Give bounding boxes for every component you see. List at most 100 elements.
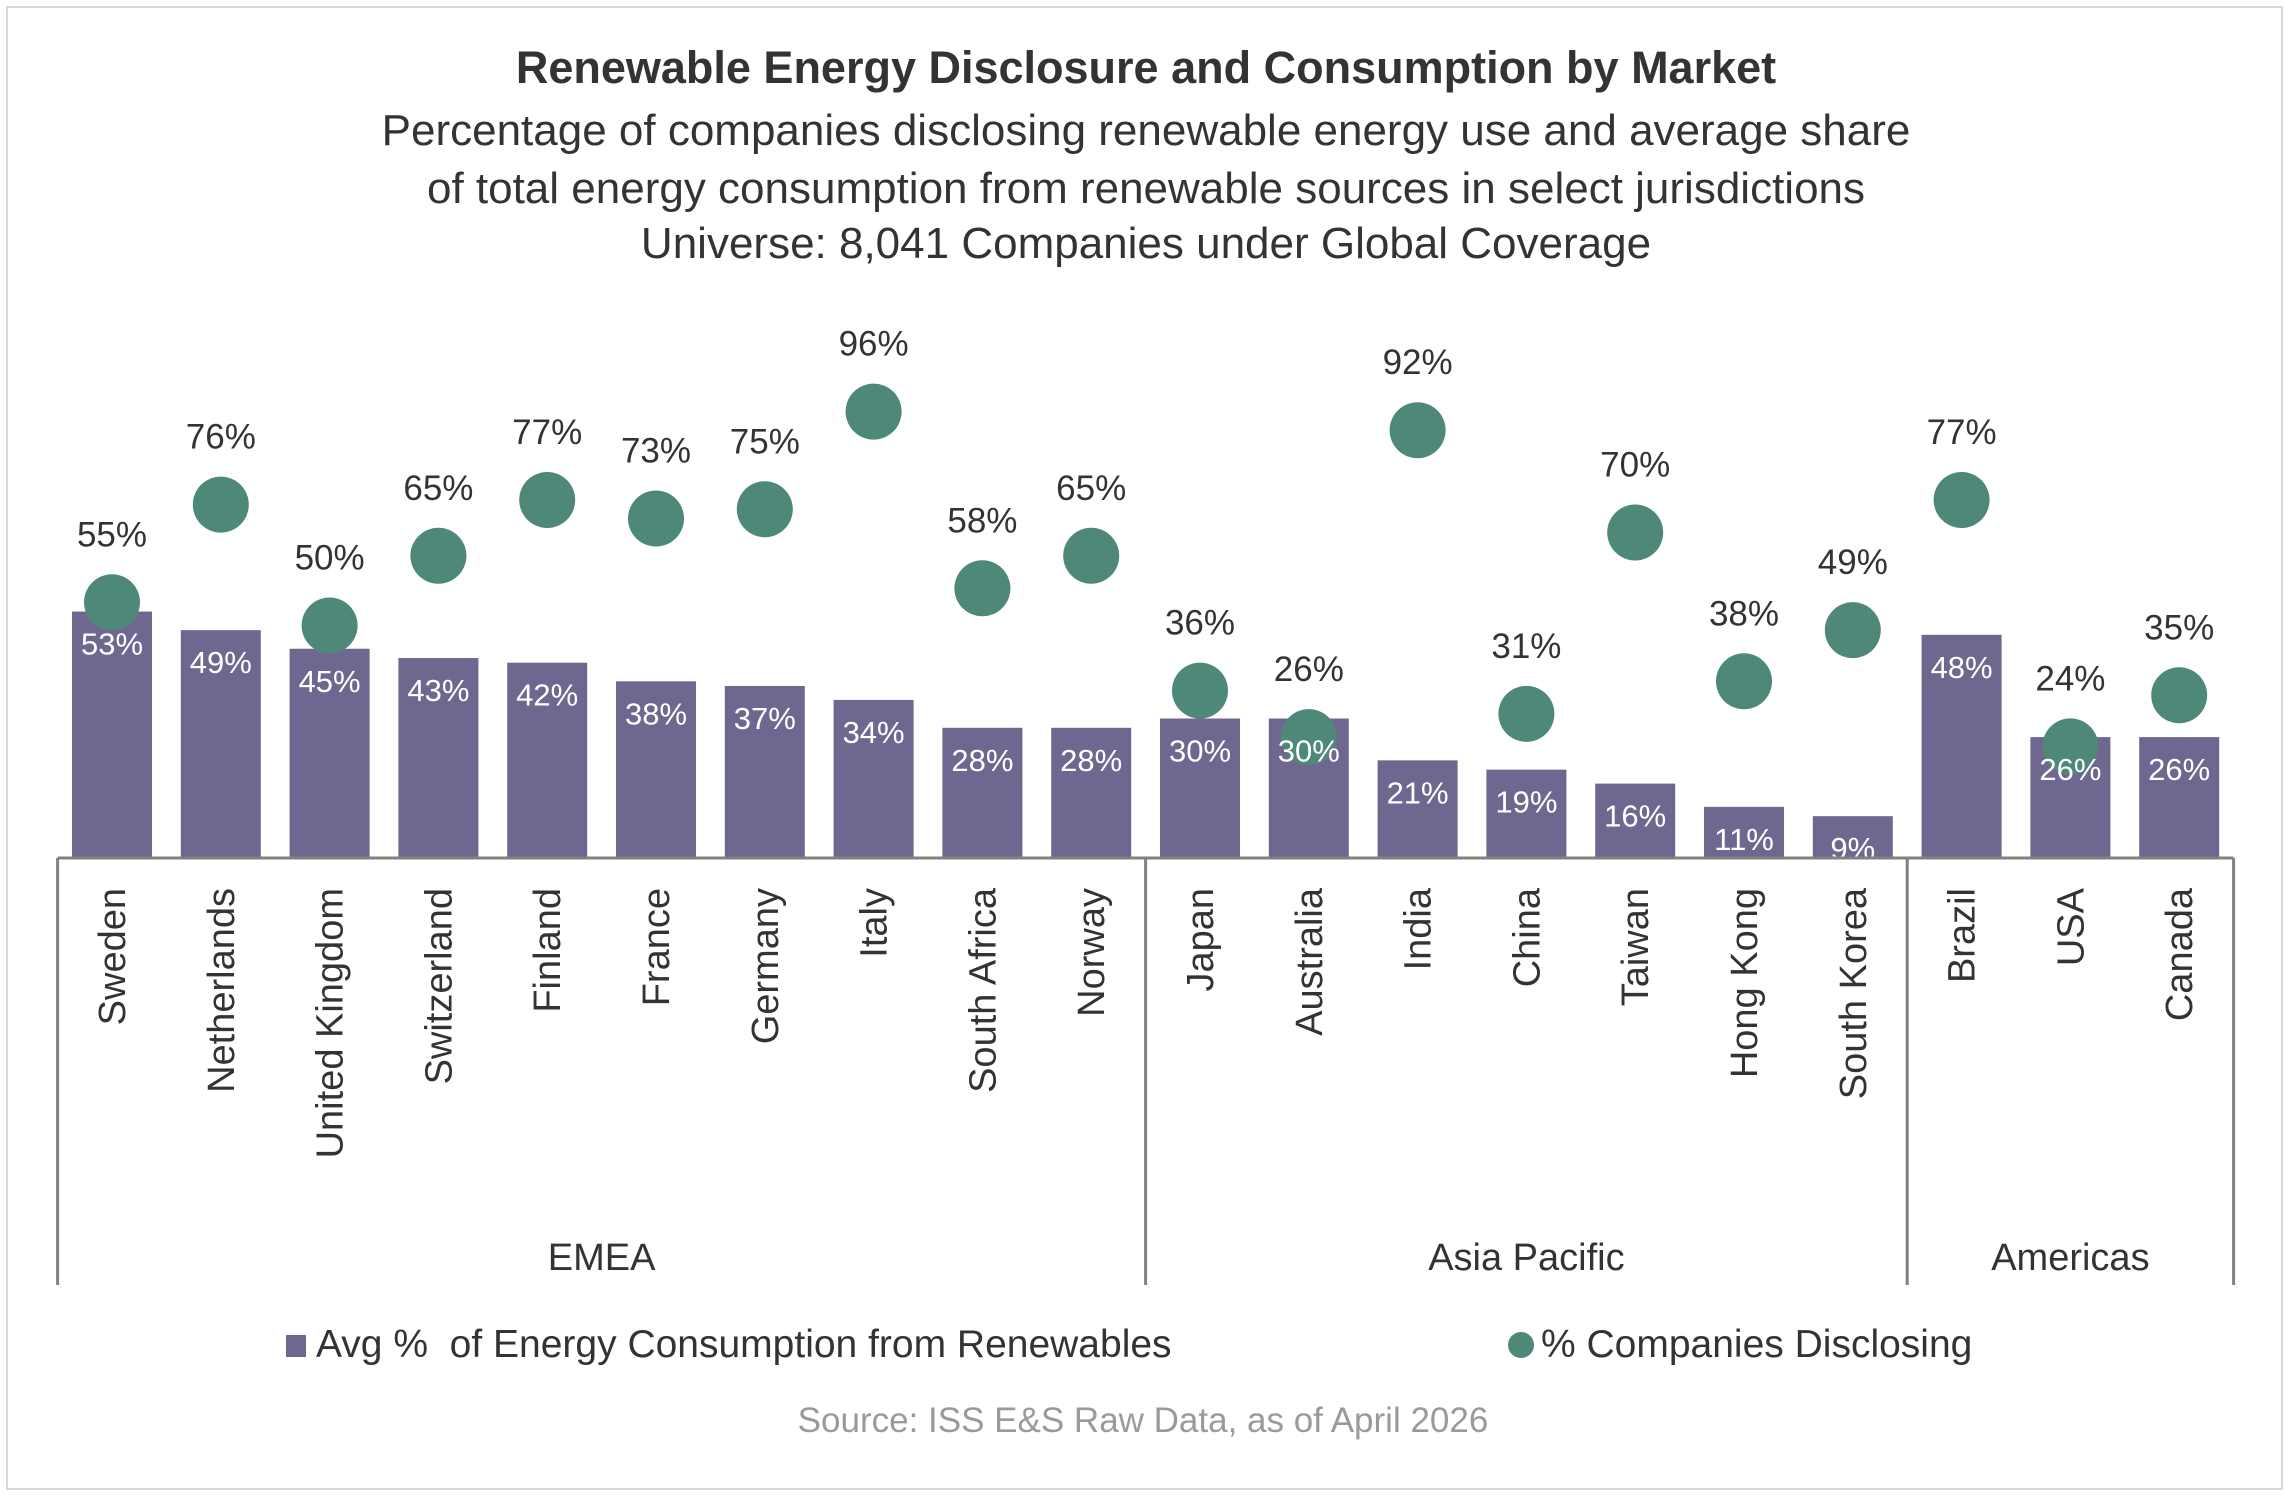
category-label: China <box>1506 887 1548 987</box>
dot-brazil <box>1933 471 1990 528</box>
dot-value-label: 50% <box>295 539 365 578</box>
bar-value-label: 49% <box>190 645 252 680</box>
bar-value-label: 16% <box>1604 799 1666 834</box>
dot-value-label: 26% <box>1274 650 1344 689</box>
dot-value-label: 73% <box>621 432 691 471</box>
category-label: Taiwan <box>1615 888 1657 1006</box>
dot-value-label: 31% <box>1491 627 1561 666</box>
dot-norway <box>1063 527 1120 584</box>
bar-united-kingdom <box>289 648 370 858</box>
dot-china <box>1498 685 1555 742</box>
bar-taiwan <box>1595 783 1676 858</box>
bar-japan <box>1160 718 1240 858</box>
dot-value-label: 75% <box>730 422 800 461</box>
bar-hong-kong <box>1704 806 1784 858</box>
bar-norway <box>1051 727 1132 858</box>
group-label: Americas <box>1991 1237 2149 1279</box>
dot-japan <box>1172 662 1228 719</box>
dot-india <box>1389 402 1446 459</box>
bar-value-label: 30% <box>1169 734 1231 769</box>
bar-value-label: 28% <box>951 743 1013 778</box>
chart-subtitle-line-3: Universe: 8,041 Companies under Global C… <box>641 219 1651 268</box>
bar-value-label: 48% <box>1931 650 1993 685</box>
dot-netherlands <box>192 476 249 533</box>
dot-south-africa <box>954 560 1011 617</box>
category-label: South Korea <box>1833 887 1875 1099</box>
bar-value-label: 11% <box>1714 822 1774 857</box>
legend-bar-label: Avg % of Energy Consumption from Renewab… <box>316 1323 1172 1366</box>
dot-value-label: 55% <box>77 515 147 554</box>
category-label: Netherlands <box>201 888 243 1093</box>
legend-dot-label: % Companies Disclosing <box>1541 1323 1972 1366</box>
bar-value-label: 45% <box>299 664 361 699</box>
category-label: Norway <box>1071 888 1113 1017</box>
chart-title: Renewable Energy Disclosure and Consumpt… <box>516 42 1776 93</box>
plot-area: 53% 49% 45% 43% 42% 38% 37% 34% 28% 28% 30% 30% 21% 1… <box>56 325 2236 1285</box>
bar-finland <box>507 662 588 858</box>
dot-united-kingdom <box>301 597 358 654</box>
category-label: Japan <box>1180 888 1222 992</box>
dot-value-label: 92% <box>1383 343 1453 382</box>
dot-france <box>628 490 684 547</box>
bar-italy <box>833 699 914 858</box>
bar-switzerland <box>398 658 479 858</box>
bar-value-label: 28% <box>1060 743 1122 778</box>
bar-value-label: 30% <box>1278 734 1340 769</box>
chart-frame <box>6 6 2283 1490</box>
bar-brazil <box>1921 634 2002 858</box>
category-label: United Kingdom <box>310 888 352 1158</box>
category-label: Italy <box>854 888 896 958</box>
dot-value-label: 76% <box>186 418 256 457</box>
bar-sweden <box>72 611 152 858</box>
dot-germany <box>736 481 793 538</box>
dot-value-label: 96% <box>839 325 909 364</box>
dot-value-label: 77% <box>1927 413 1997 452</box>
category-label: Sweden <box>92 888 134 1025</box>
bar-value-label: 34% <box>843 715 905 750</box>
dot-hong-kong <box>1716 653 1772 710</box>
group-label: Asia Pacific <box>1428 1237 1624 1279</box>
bar-value-label: 38% <box>625 696 687 731</box>
source-note: Source: ISS E&S Raw Data, as of April 20… <box>798 1401 1489 1440</box>
bar-value-label: 9% <box>1830 831 1875 866</box>
dot-canada <box>2151 667 2208 724</box>
category-label: Switzerland <box>418 888 460 1084</box>
dot-value-label: 49% <box>1818 543 1888 582</box>
dot-value-label: 24% <box>2035 659 2105 698</box>
bar-france <box>616 681 696 858</box>
bar-netherlands <box>180 630 261 858</box>
dot-finland <box>519 471 576 528</box>
dot-switzerland <box>410 527 467 584</box>
category-label: Hong Kong <box>1724 888 1766 1078</box>
bar-india <box>1377 760 1458 858</box>
dot-value-label: 36% <box>1165 604 1235 643</box>
bar-value-label: 26% <box>2039 752 2101 787</box>
category-label: Finland <box>527 888 569 1013</box>
dot-australia <box>1280 709 1337 766</box>
dot-south-korea <box>1824 602 1881 659</box>
bar-value-label: 53% <box>81 627 143 662</box>
category-label: South Africa <box>962 887 1004 1093</box>
category-label: Germany <box>745 888 787 1044</box>
legend: Avg % of Energy Consumption from Renewab… <box>286 1323 1972 1366</box>
category-label: France <box>636 888 678 1006</box>
bar-germany <box>724 685 805 858</box>
bar-china <box>1486 769 1567 858</box>
dot-value-label: 65% <box>1056 469 1126 508</box>
bar-value-label: 42% <box>516 678 578 713</box>
dot-value-label: 35% <box>2144 608 2214 647</box>
bar-value-label: 21% <box>1387 775 1449 810</box>
bar-south-korea <box>1812 816 1893 858</box>
bar-value-label: 37% <box>734 701 796 736</box>
dot-italy <box>845 383 902 440</box>
category-label: Brazil <box>1942 888 1984 983</box>
group-label: EMEA <box>548 1237 656 1279</box>
category-label: Australia <box>1289 887 1331 1036</box>
category-label: Canada <box>2159 887 2201 1021</box>
bar-value-label: 43% <box>407 673 469 708</box>
legend-bar-swatch <box>286 1335 306 1357</box>
dot-usa <box>2042 718 2099 775</box>
dot-value-label: 65% <box>403 469 473 508</box>
dot-sweden <box>84 574 140 631</box>
